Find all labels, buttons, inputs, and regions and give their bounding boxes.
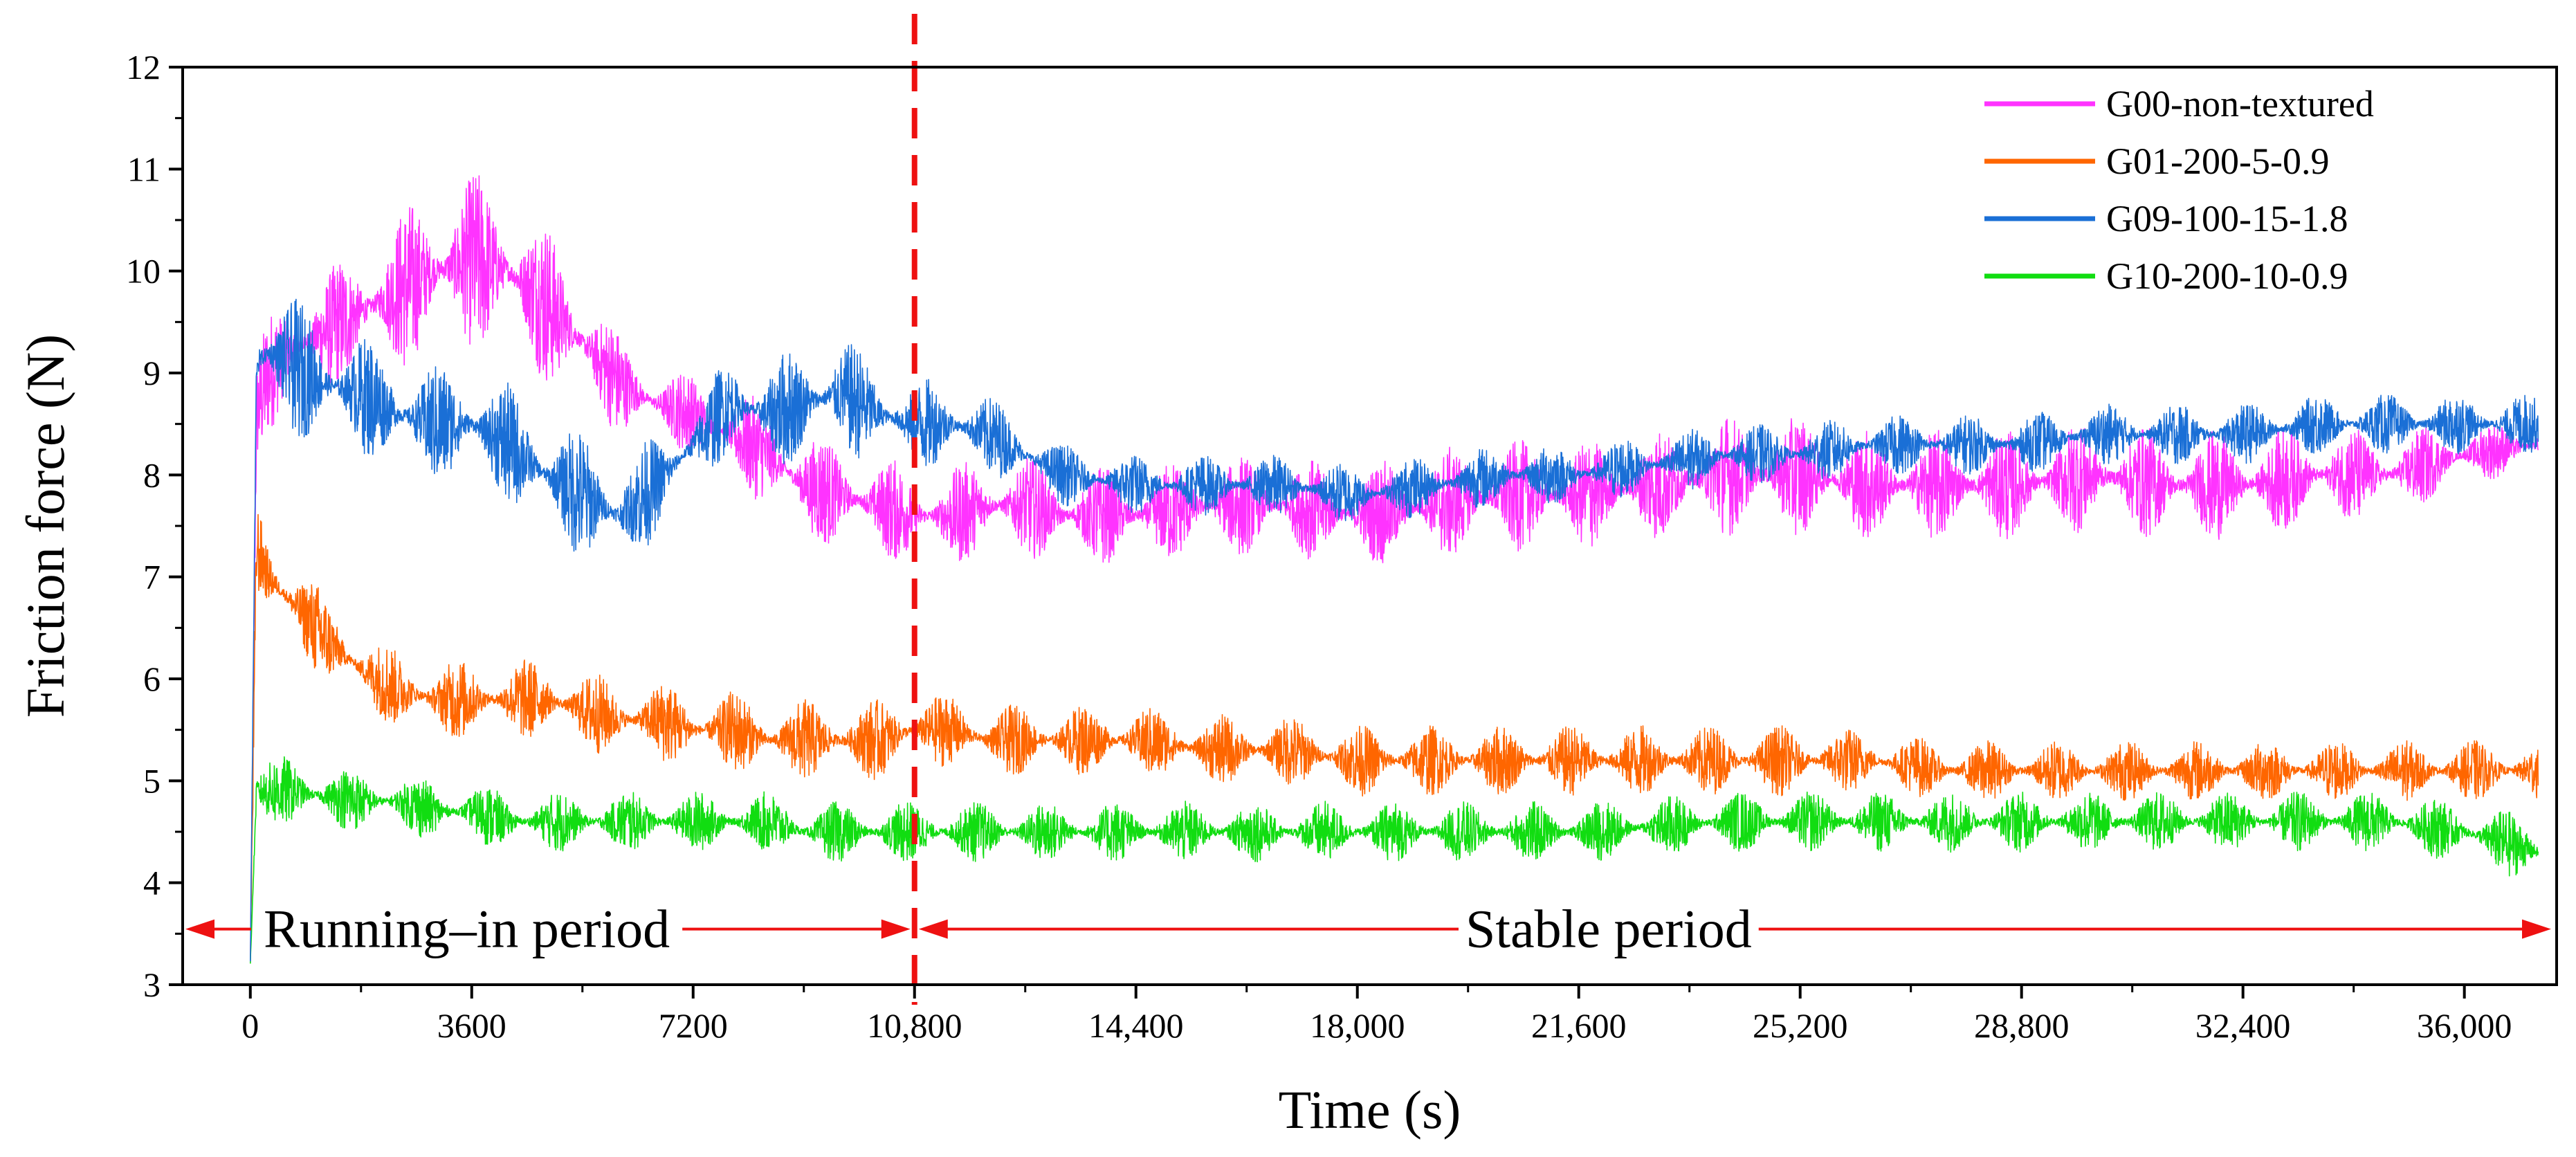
x-tick-label: 7200 <box>659 1006 728 1045</box>
legend: G00-non-textured G01-200-5-0.9 G09-100-15-… <box>1984 83 2374 297</box>
period-arrowhead <box>2522 919 2551 939</box>
legend-label: G10-200-10-0.9 <box>2106 255 2348 297</box>
x-tick-label: 25,200 <box>1753 1006 1848 1045</box>
x-tick-label: 18,000 <box>1310 1006 1405 1045</box>
series-line-g01-200-5-0-9 <box>250 513 2539 960</box>
y-tick-label: 7 <box>143 558 161 596</box>
y-tick-label: 4 <box>143 864 161 902</box>
y-tick-label: 6 <box>143 659 161 698</box>
running-in-period-label: Running–in period <box>264 899 670 959</box>
legend-label: G09-100-15-1.8 <box>2106 198 2348 239</box>
y-tick-label: 9 <box>143 354 161 392</box>
legend-label: G00-non-textured <box>2106 83 2374 125</box>
series-line-g09-100-15-1-8 <box>250 298 2539 962</box>
period-arrowhead <box>881 919 911 939</box>
y-axis-title: Friction force (N) <box>15 334 75 718</box>
x-tick-label: 3600 <box>437 1006 506 1045</box>
stable-period-label: Stable period <box>1465 899 1752 959</box>
x-tick-label: 28,800 <box>1974 1006 2070 1045</box>
ticks-layer: 0 3600 7200 10,800 14,400 18,000 21,600 25,200 2… <box>126 48 2512 1045</box>
y-tick-label: 3 <box>143 965 161 1004</box>
y-tick-label: 12 <box>126 48 161 86</box>
x-tick-label: 32,400 <box>2195 1006 2291 1045</box>
y-tick-label: 5 <box>143 761 161 800</box>
y-tick-label: 8 <box>143 455 161 494</box>
series-line-g00-non-textured <box>250 175 2539 963</box>
series-layer <box>250 175 2539 964</box>
x-tick-label: 10,800 <box>867 1006 962 1045</box>
x-tick-label: 0 <box>241 1006 259 1045</box>
series-line-g10-200-10-0-9 <box>250 756 2539 964</box>
period-arrowhead <box>185 919 214 939</box>
legend-label: G01-200-5-0.9 <box>2106 140 2329 182</box>
y-tick-label: 10 <box>126 252 161 291</box>
x-tick-label: 14,400 <box>1088 1006 1184 1045</box>
period-layer: Running–in period Stable period <box>185 899 2551 959</box>
x-tick-label: 36,000 <box>2417 1006 2512 1045</box>
x-axis-title: Time (s) <box>1279 1079 1461 1140</box>
x-tick-label: 21,600 <box>1531 1006 1627 1045</box>
period-arrowhead <box>918 919 948 939</box>
y-tick-label: 11 <box>127 149 161 188</box>
